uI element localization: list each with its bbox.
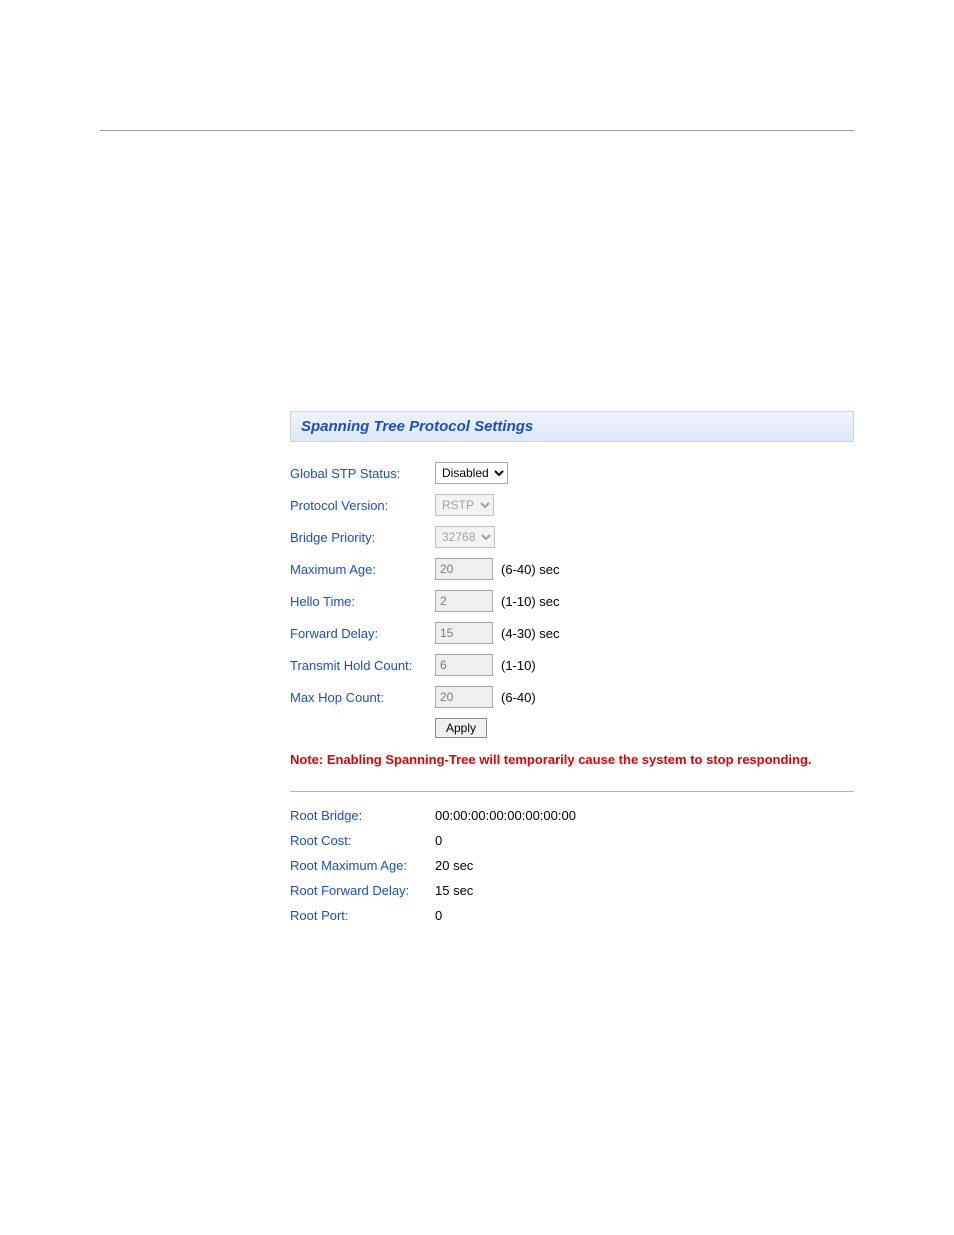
header-divider [100,130,854,131]
protocol-version-select[interactable]: RSTP [435,494,494,516]
root-info: Root Bridge: 00:00:00:00:00:00:00:00 Roo… [290,808,854,923]
row-protocol-version: Protocol Version: RSTP [290,494,854,516]
max-hop-count-input[interactable] [435,686,493,708]
stp-panel: Spanning Tree Protocol Settings Global S… [290,411,854,923]
value-root-port: 0 [435,908,442,923]
value-root-forward-delay: 15 sec [435,883,473,898]
label-root-bridge: Root Bridge: [290,808,435,823]
row-root-cost: Root Cost: 0 [290,833,854,848]
label-hello-time: Hello Time: [290,594,435,609]
label-root-forward-delay: Root Forward Delay: [290,883,435,898]
row-maximum-age: Maximum Age: (6-40) sec [290,558,854,580]
label-max-hop-count: Max Hop Count: [290,690,435,705]
warning-note: Note: Enabling Spanning-Tree will tempor… [290,752,854,767]
label-forward-delay: Forward Delay: [290,626,435,641]
label-root-cost: Root Cost: [290,833,435,848]
bridge-priority-select[interactable]: 32768 [435,526,495,548]
forward-delay-range: (4-30) sec [501,626,560,641]
row-apply: Apply [435,718,854,738]
row-root-forward-delay: Root Forward Delay: 15 sec [290,883,854,898]
value-root-bridge: 00:00:00:00:00:00:00:00 [435,808,576,823]
maximum-age-input[interactable] [435,558,493,580]
row-root-bridge: Root Bridge: 00:00:00:00:00:00:00:00 [290,808,854,823]
hello-time-input[interactable] [435,590,493,612]
label-bridge-priority: Bridge Priority: [290,530,435,545]
label-protocol-version: Protocol Version: [290,498,435,513]
row-root-maximum-age: Root Maximum Age: 20 sec [290,858,854,873]
row-forward-delay: Forward Delay: (4-30) sec [290,622,854,644]
panel-title: Spanning Tree Protocol Settings [290,411,854,442]
transmit-hold-count-input[interactable] [435,654,493,676]
settings-grid: Global STP Status: Disabled Protocol Ver… [290,462,854,738]
row-root-port: Root Port: 0 [290,908,854,923]
row-transmit-hold-count: Transmit Hold Count: (1-10) [290,654,854,676]
label-global-stp-status: Global STP Status: [290,466,435,481]
label-root-port: Root Port: [290,908,435,923]
global-stp-status-select[interactable]: Disabled [435,462,508,484]
row-hello-time: Hello Time: (1-10) sec [290,590,854,612]
forward-delay-input[interactable] [435,622,493,644]
apply-button[interactable]: Apply [435,718,487,738]
hello-time-range: (1-10) sec [501,594,560,609]
value-root-cost: 0 [435,833,442,848]
maximum-age-range: (6-40) sec [501,562,560,577]
row-max-hop-count: Max Hop Count: (6-40) [290,686,854,708]
label-root-maximum-age: Root Maximum Age: [290,858,435,873]
label-maximum-age: Maximum Age: [290,562,435,577]
section-divider [290,791,854,792]
row-global-stp-status: Global STP Status: Disabled [290,462,854,484]
label-transmit-hold-count: Transmit Hold Count: [290,658,435,673]
value-root-maximum-age: 20 sec [435,858,473,873]
max-hop-count-range: (6-40) [501,690,536,705]
page: Spanning Tree Protocol Settings Global S… [0,130,954,923]
transmit-hold-count-range: (1-10) [501,658,536,673]
row-bridge-priority: Bridge Priority: 32768 [290,526,854,548]
